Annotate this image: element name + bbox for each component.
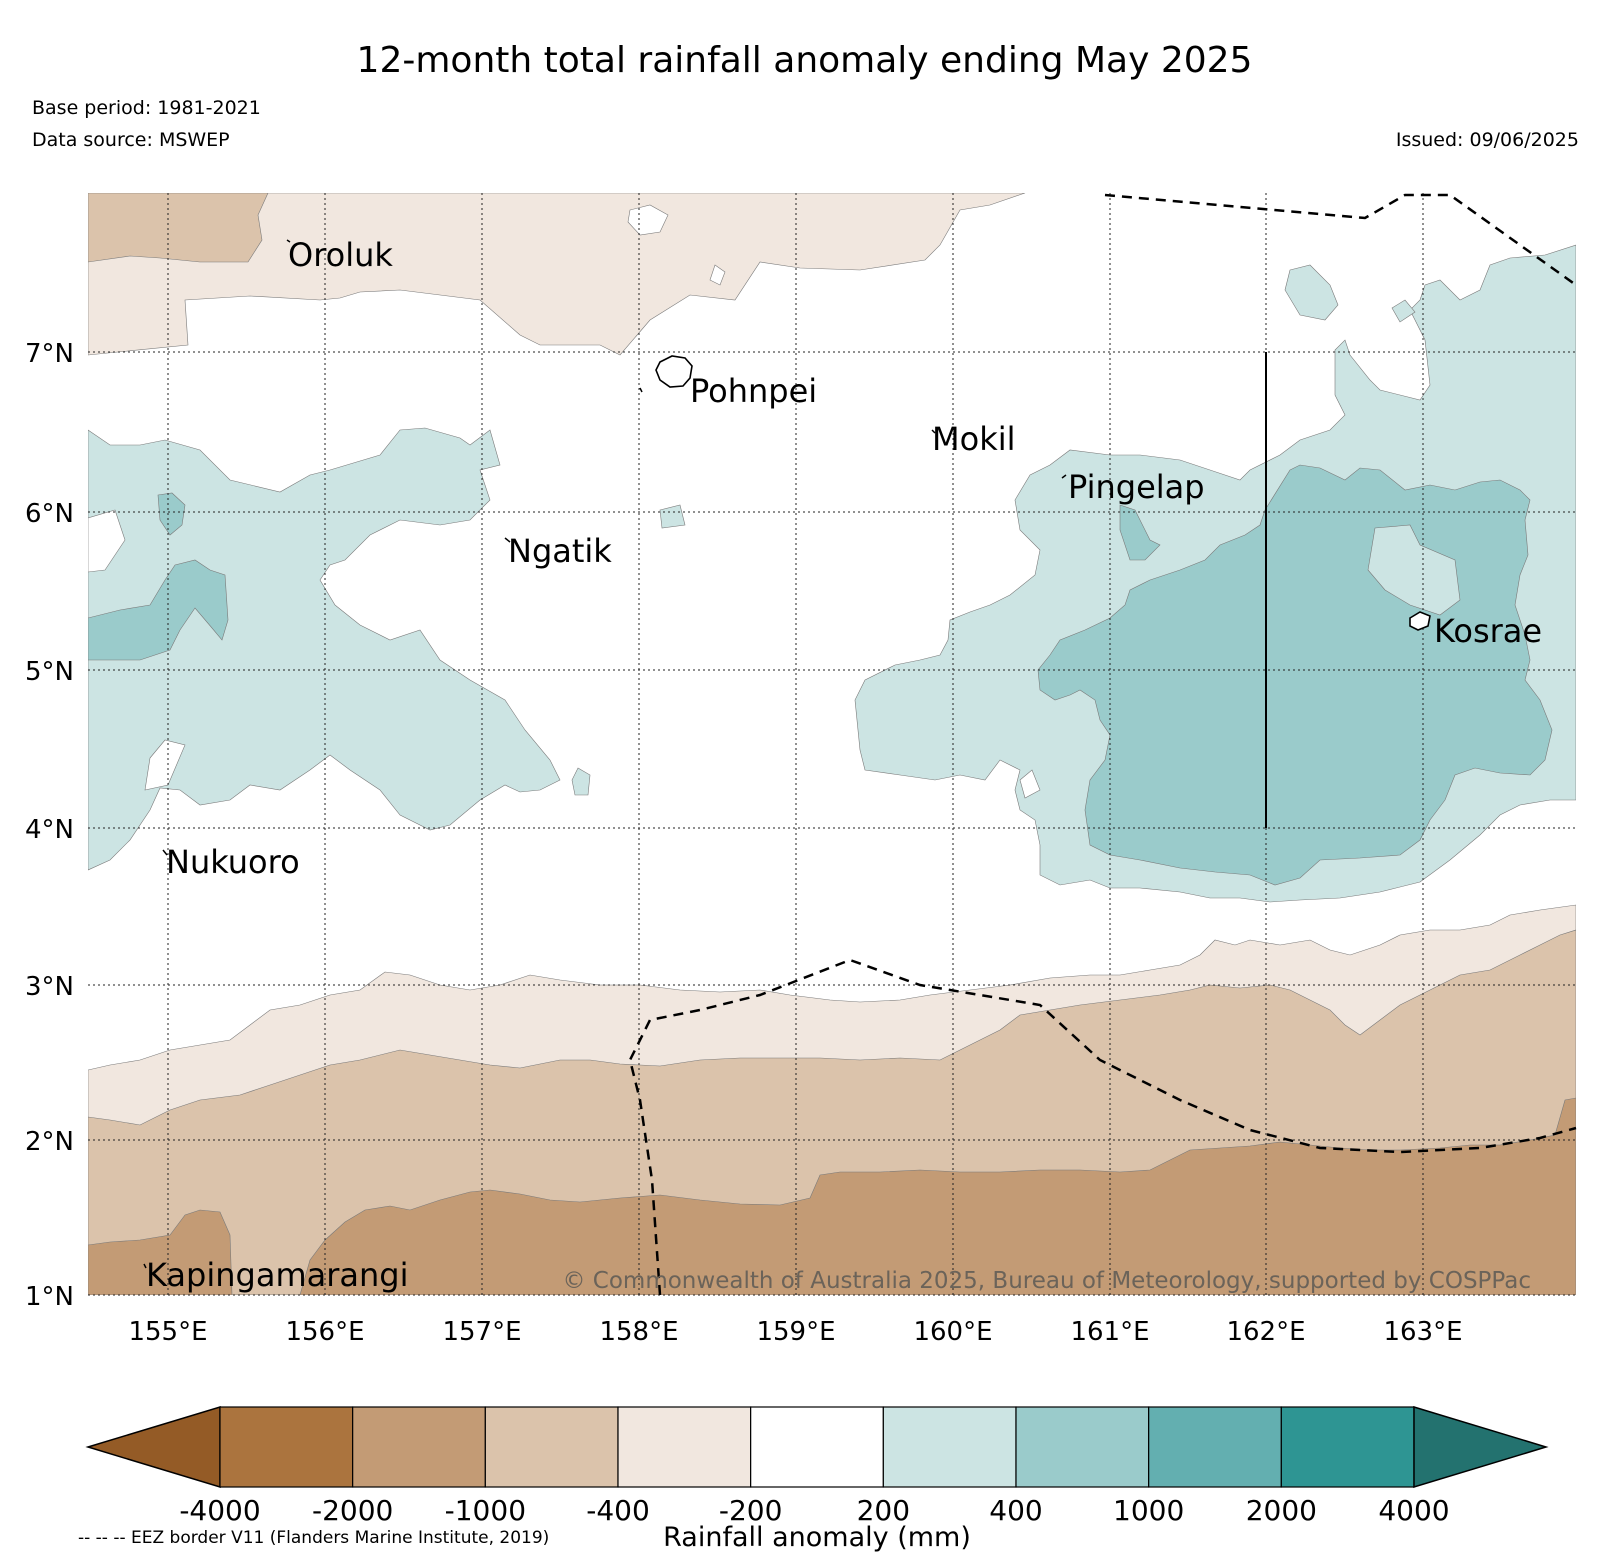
colorbar-segment	[219, 1406, 354, 1488]
colorbar-segment	[617, 1406, 752, 1488]
colorbar-tick-label: -2000	[312, 1494, 393, 1527]
colorbar-segment	[750, 1406, 884, 1488]
lat-label: 6°N	[25, 499, 74, 529]
label-kosrae: Kosrae	[1434, 612, 1542, 650]
graticule	[88, 193, 1576, 1296]
lat-label: 2°N	[25, 1127, 74, 1157]
colorbar-tick-label: 2000	[1246, 1494, 1317, 1527]
colorbar-tick-label: -4000	[179, 1494, 260, 1527]
eez-border-note: -- -- -- EEZ border V11 (Flanders Marine…	[78, 1528, 550, 1548]
colorbar-tick-label: -400	[586, 1494, 650, 1527]
colorbar-tick-label: -1000	[445, 1494, 526, 1527]
lat-label: 7°N	[25, 339, 74, 369]
label-nukuoro: Nukuoro	[166, 843, 300, 881]
wet-zone-west	[88, 427, 561, 871]
colorbar-segment	[484, 1406, 619, 1488]
colorbar: -4000 -2000 -1000 -400 -200 200 400 1000 2000 400…	[85, 1405, 1549, 1527]
colorbar-segment	[352, 1406, 486, 1488]
lon-label: 155°E	[128, 1317, 207, 1347]
colorbar-tick-label: 4000	[1378, 1494, 1449, 1527]
colorbar-tick-label: 1000	[1113, 1494, 1184, 1527]
colorbar-low-extend	[85, 1405, 221, 1489]
data-source: Data source: MSWEP	[32, 129, 230, 151]
colorbar-tick-label: 200	[857, 1494, 910, 1527]
label-ngatik: Ngatik	[508, 532, 612, 570]
colorbar-tick-label: -200	[719, 1494, 783, 1527]
colorbar-high-extend	[1413, 1405, 1549, 1489]
lon-label: 157°E	[442, 1317, 521, 1347]
colorbar-tick-label: 400	[989, 1494, 1042, 1527]
label-pingelap: Pingelap	[1068, 468, 1205, 506]
lon-label: 160°E	[913, 1317, 992, 1347]
lon-label: 156°E	[285, 1317, 364, 1347]
colorbar-title: Rainfall anomaly (mm)	[663, 1522, 971, 1553]
lat-label: 1°N	[25, 1282, 74, 1312]
lon-label: 161°E	[1070, 1317, 1149, 1347]
lat-label: 4°N	[25, 815, 74, 845]
map-title: 12-month total rainfall anomaly ending M…	[356, 40, 1253, 81]
lat-label: 3°N	[25, 972, 74, 1002]
lon-label: 163°E	[1383, 1317, 1462, 1347]
lon-label: 158°E	[599, 1317, 678, 1347]
anomaly-fields	[88, 193, 1576, 1295]
eez-border	[628, 193, 1577, 1296]
colorbar-segment	[1148, 1406, 1282, 1488]
base-period: Base period: 1981-2021	[32, 97, 261, 119]
colorbar-segment	[882, 1406, 1017, 1488]
colorbar-segment	[1280, 1406, 1415, 1488]
lat-label: 5°N	[25, 657, 74, 687]
pohnpei-island	[655, 355, 693, 388]
dry-zone-south-dark	[88, 1097, 1576, 1295]
copyright-notice: © Commonwealth of Australia 2025, Bureau…	[562, 1268, 1531, 1294]
label-mokil: Mokil	[932, 420, 1016, 458]
colorbar-segment	[1015, 1406, 1150, 1488]
lon-axis: 155°E 156°E 157°E 158°E 159°E 160°E 161°…	[128, 1317, 1462, 1347]
label-pohnpei: Pohnpei	[690, 372, 817, 410]
label-kapingamarangi: Kapingamarangi	[146, 1256, 408, 1294]
atoll-markers	[143, 239, 1067, 1269]
issued-date: Issued: 09/06/2025	[1395, 129, 1579, 151]
kosrae-island	[1409, 611, 1431, 631]
wet-zone-west-core	[88, 559, 229, 661]
lon-label: 162°E	[1226, 1317, 1305, 1347]
lat-axis: 7°N 6°N 5°N 4°N 3°N 2°N 1°N	[25, 339, 74, 1312]
dry-zone-north	[88, 193, 1026, 356]
label-oroluk: Oroluk	[288, 236, 393, 274]
dry-zone-north-core	[88, 193, 269, 263]
lon-label: 159°E	[756, 1317, 835, 1347]
